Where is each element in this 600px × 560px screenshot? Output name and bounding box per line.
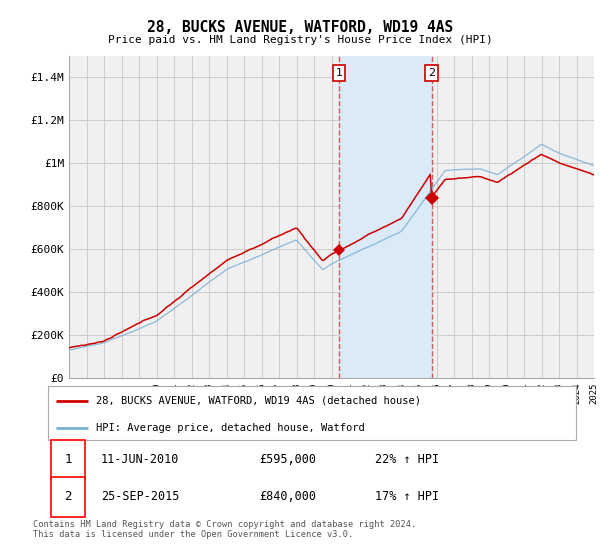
Text: 1: 1 bbox=[336, 68, 343, 78]
FancyBboxPatch shape bbox=[50, 477, 85, 516]
Text: 2: 2 bbox=[64, 491, 71, 503]
Text: 22% ↑ HPI: 22% ↑ HPI bbox=[376, 452, 439, 466]
Text: HPI: Average price, detached house, Watford: HPI: Average price, detached house, Watf… bbox=[95, 423, 364, 433]
Bar bbox=[339, 56, 432, 378]
Text: 11-JUN-2010: 11-JUN-2010 bbox=[101, 452, 179, 466]
Text: Price paid vs. HM Land Registry's House Price Index (HPI): Price paid vs. HM Land Registry's House … bbox=[107, 35, 493, 45]
Text: 1: 1 bbox=[64, 452, 71, 466]
Text: Contains HM Land Registry data © Crown copyright and database right 2024.
This d: Contains HM Land Registry data © Crown c… bbox=[33, 520, 416, 539]
Text: 28, BUCKS AVENUE, WATFORD, WD19 4AS: 28, BUCKS AVENUE, WATFORD, WD19 4AS bbox=[147, 20, 453, 35]
Text: £595,000: £595,000 bbox=[259, 452, 316, 466]
Text: 25-SEP-2015: 25-SEP-2015 bbox=[101, 491, 179, 503]
FancyBboxPatch shape bbox=[50, 440, 85, 479]
Text: £840,000: £840,000 bbox=[259, 491, 316, 503]
Text: 28, BUCKS AVENUE, WATFORD, WD19 4AS (detached house): 28, BUCKS AVENUE, WATFORD, WD19 4AS (det… bbox=[95, 396, 421, 406]
Text: 2: 2 bbox=[428, 68, 436, 78]
Text: 17% ↑ HPI: 17% ↑ HPI bbox=[376, 491, 439, 503]
